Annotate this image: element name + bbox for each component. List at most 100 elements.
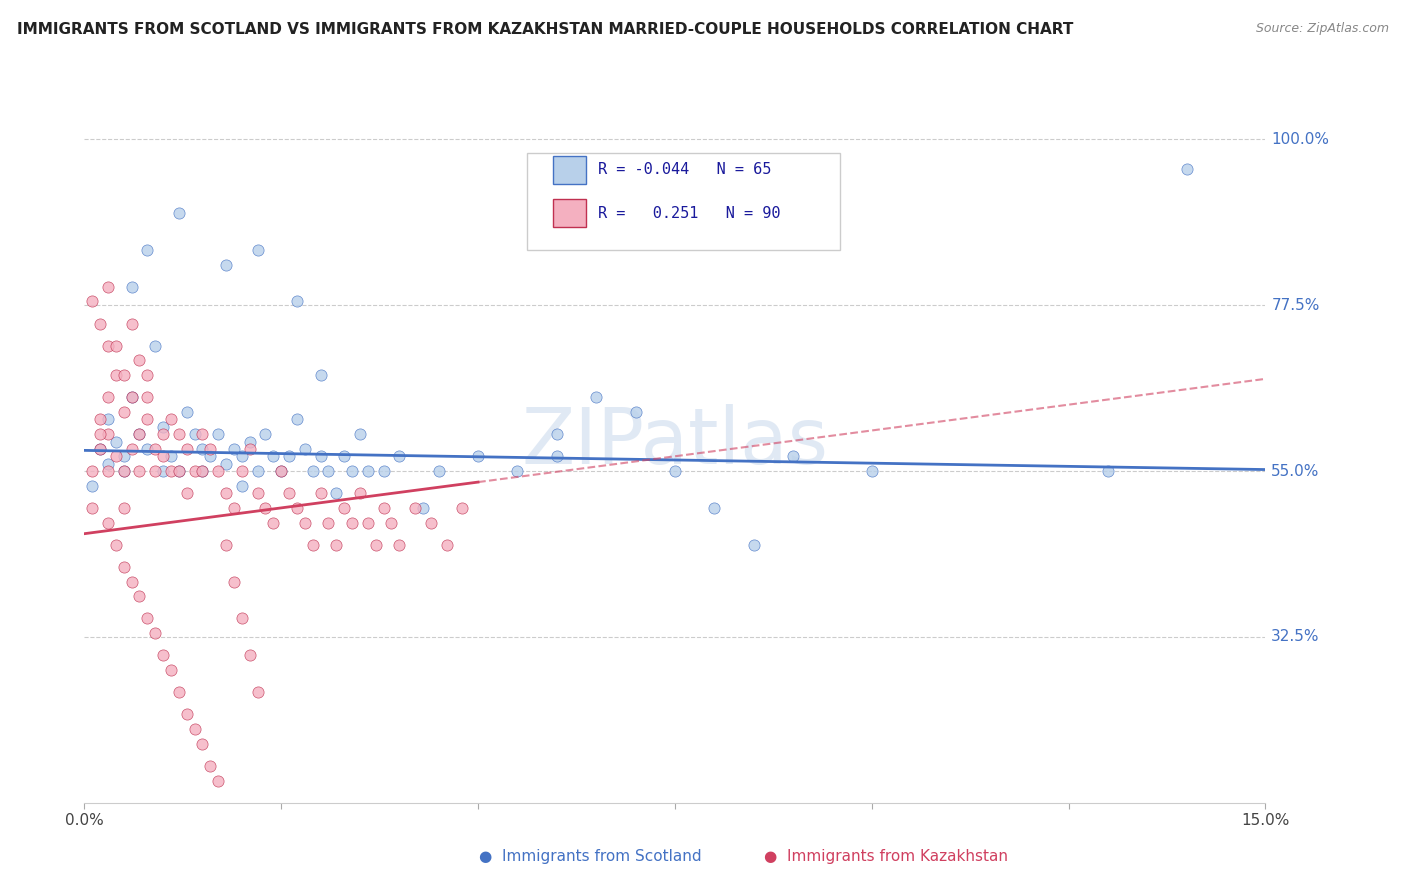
Point — [231, 450, 253, 464]
Point — [121, 317, 143, 331]
Point — [128, 590, 150, 604]
Point — [349, 427, 371, 442]
Point — [373, 464, 395, 478]
Point — [239, 434, 262, 449]
Point — [373, 500, 395, 515]
Point — [176, 486, 198, 500]
Point — [388, 538, 411, 552]
Point — [121, 279, 143, 293]
Point — [104, 538, 127, 552]
Text: ZIPatlas: ZIPatlas — [522, 403, 828, 480]
Point — [246, 243, 269, 257]
Point — [160, 464, 183, 478]
Point — [270, 464, 292, 478]
Point — [191, 427, 214, 442]
Point — [112, 560, 135, 574]
Point — [254, 427, 277, 442]
Point — [160, 663, 183, 677]
Point — [436, 538, 458, 552]
Point — [301, 538, 323, 552]
Point — [340, 464, 363, 478]
Text: R = -0.044   N = 65: R = -0.044 N = 65 — [598, 162, 772, 178]
Point — [585, 390, 607, 404]
Point — [136, 390, 159, 404]
Point — [624, 405, 647, 419]
Point — [246, 464, 269, 478]
Point — [325, 538, 347, 552]
Point — [104, 339, 127, 353]
Point — [143, 626, 166, 640]
Point — [333, 500, 356, 515]
Point — [207, 464, 229, 478]
Point — [97, 412, 120, 426]
Point — [703, 500, 725, 515]
Point — [136, 412, 159, 426]
Point — [89, 442, 111, 456]
Point — [136, 442, 159, 456]
Point — [333, 450, 356, 464]
Point — [128, 427, 150, 442]
Text: ●  Immigrants from Kazakhstan: ● Immigrants from Kazakhstan — [763, 849, 1008, 863]
Point — [143, 464, 166, 478]
Point — [121, 390, 143, 404]
Point — [97, 427, 120, 442]
Point — [136, 243, 159, 257]
Point — [254, 500, 277, 515]
Point — [183, 722, 205, 736]
Point — [301, 464, 323, 478]
Point — [246, 685, 269, 699]
Point — [97, 464, 120, 478]
Point — [318, 516, 340, 530]
Text: Source: ZipAtlas.com: Source: ZipAtlas.com — [1256, 22, 1389, 36]
Point — [152, 419, 174, 434]
Point — [97, 390, 120, 404]
Point — [231, 611, 253, 625]
FancyBboxPatch shape — [553, 200, 586, 227]
Point — [191, 464, 214, 478]
Point — [160, 412, 183, 426]
Point — [112, 500, 135, 515]
Point — [207, 427, 229, 442]
Point — [318, 464, 340, 478]
Point — [112, 405, 135, 419]
Point — [215, 457, 238, 471]
Point — [215, 538, 238, 552]
Point — [89, 412, 111, 426]
Point — [121, 574, 143, 589]
Point — [167, 464, 190, 478]
Text: 32.5%: 32.5% — [1271, 630, 1320, 644]
Point — [191, 737, 214, 751]
Point — [200, 450, 222, 464]
Point — [349, 486, 371, 500]
Point — [231, 464, 253, 478]
Point — [325, 486, 347, 500]
Point — [97, 279, 120, 293]
Point — [89, 427, 111, 442]
Point — [82, 464, 104, 478]
Point — [136, 611, 159, 625]
Point — [664, 464, 686, 478]
Point — [860, 464, 883, 478]
Point — [104, 434, 127, 449]
Point — [239, 442, 262, 456]
Point — [82, 500, 104, 515]
Point — [143, 442, 166, 456]
Point — [506, 464, 529, 478]
Point — [152, 427, 174, 442]
Point — [262, 516, 284, 530]
Point — [215, 258, 238, 272]
Point — [309, 450, 332, 464]
Point — [215, 486, 238, 500]
Point — [143, 339, 166, 353]
Point — [262, 450, 284, 464]
Point — [278, 450, 301, 464]
Point — [152, 464, 174, 478]
Point — [270, 464, 292, 478]
Point — [160, 450, 183, 464]
Point — [183, 427, 205, 442]
Point — [191, 464, 214, 478]
Point — [167, 206, 190, 220]
Text: R =   0.251   N = 90: R = 0.251 N = 90 — [598, 206, 780, 220]
Text: 77.5%: 77.5% — [1271, 298, 1320, 312]
Point — [82, 294, 104, 309]
